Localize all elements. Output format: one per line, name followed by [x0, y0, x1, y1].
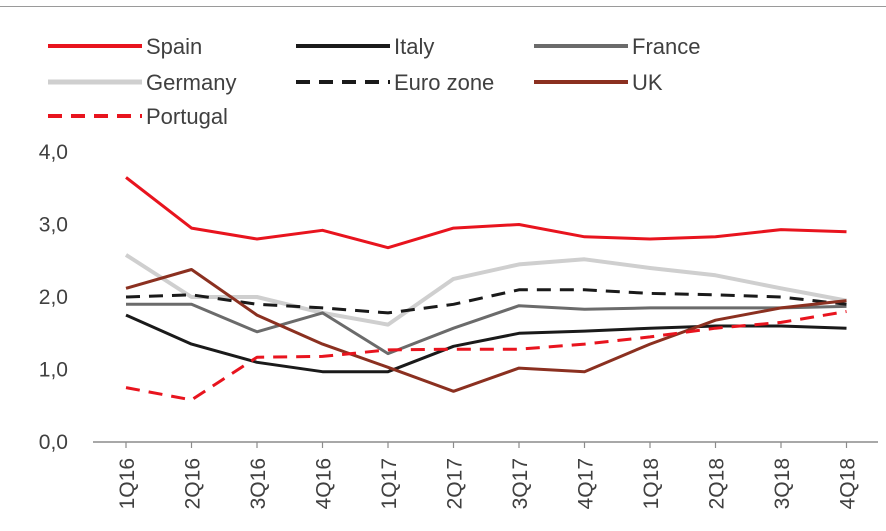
series-line-italy	[125, 313, 847, 374]
y-tick-label: 1,0	[39, 359, 68, 382]
x-tick-label: 2Q17	[444, 458, 467, 509]
legend-item-portugal: Portugal	[48, 104, 228, 129]
y-axis: 0,0 1,0 2,0 3,0 4,0	[39, 141, 68, 454]
legend-item-uk: UK	[534, 70, 663, 95]
x-tick-label: 2Q18	[706, 458, 729, 509]
series-line-spain	[125, 176, 847, 250]
x-tick-label: 4Q18	[837, 458, 860, 509]
x-axis: 1Q16 2Q16 3Q16 4Q16 1Q17 2Q17 3Q17 4Q17 1Q18 2Q18…	[93, 441, 878, 509]
legend-label: Italy	[394, 34, 434, 59]
x-tick-label: 3Q18	[771, 458, 794, 509]
top-rule	[0, 6, 886, 7]
series-line-germany	[124, 253, 847, 327]
legend-item-france: France	[534, 34, 700, 59]
x-tick-label: 4Q16	[313, 458, 336, 509]
legend-label: Germany	[146, 70, 236, 95]
x-tick-label: 1Q18	[640, 458, 663, 509]
x-tick-label: 4Q17	[575, 458, 598, 509]
x-tick-label: 1Q17	[378, 458, 401, 509]
series-line-uk	[125, 268, 847, 393]
series-line-portugal	[125, 310, 847, 402]
y-tick-label: 0,0	[39, 431, 68, 454]
legend-label: France	[632, 34, 700, 59]
legend-label: UK	[632, 70, 663, 95]
legend-item-germany: Germany	[48, 70, 236, 95]
x-tick-label: 3Q16	[247, 458, 270, 509]
legend-item-spain: Spain	[48, 34, 202, 59]
y-tick-label: 4,0	[39, 141, 68, 164]
series-line-france	[126, 302, 847, 356]
series-line-euro-zone	[125, 288, 847, 315]
legend-item-euro-zone: Euro zone	[296, 70, 494, 95]
legend-label: Spain	[146, 34, 202, 59]
x-tick-label: 3Q17	[509, 458, 532, 509]
y-tick-label: 2,0	[39, 286, 68, 309]
y-tick-label: 3,0	[39, 214, 68, 237]
legend: Spain Italy France Germany Euro zone UK Portug…	[48, 34, 700, 129]
legend-label: Euro zone	[394, 70, 494, 95]
legend-item-italy: Italy	[296, 34, 434, 59]
legend-label: Portugal	[146, 104, 228, 129]
x-tick-label: 2Q16	[182, 458, 205, 509]
series-layer	[124, 176, 847, 402]
x-tick-label: 1Q16	[116, 458, 139, 509]
